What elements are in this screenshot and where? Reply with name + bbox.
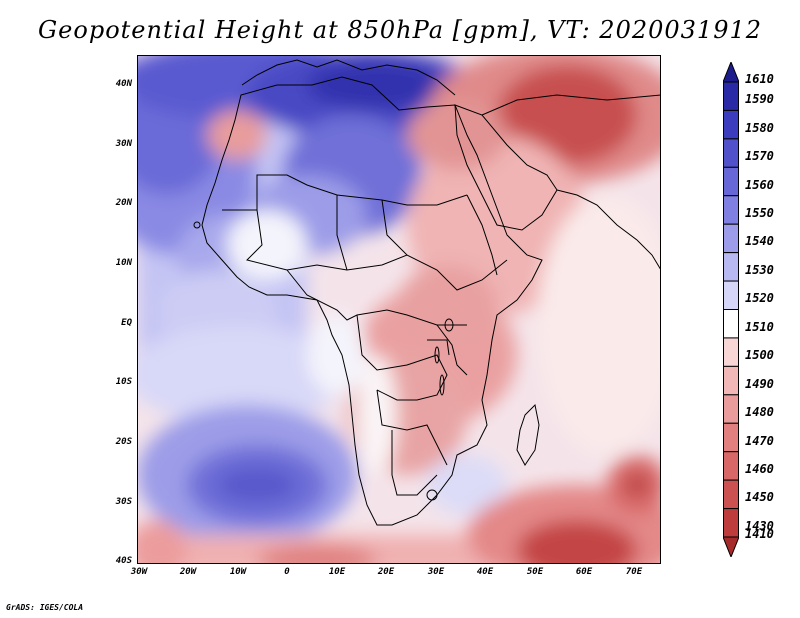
colorbar-swatch [723,479,739,510]
colorbar-label: 1560 [745,177,774,192]
height-field [137,55,661,564]
colorbar-label: 1590 [745,92,774,107]
lat-label: 10N [115,258,132,268]
geopotential-map [137,55,661,564]
colorbar-label: 1470 [745,433,774,448]
lon-label: 0 [284,567,290,577]
lon-label: 30E [427,567,445,577]
lat-label: 30N [115,139,132,149]
colorbar-swatch [723,365,739,396]
colorbar-swatch [723,422,739,453]
colorbar-swatch [723,223,739,254]
lat-label: 40S [115,556,132,566]
lon-label: 30W [130,567,148,577]
colorbar-swatch [723,138,739,168]
footer-credit: GrADS: IGES/COLA [6,603,84,612]
lat-label: 20S [115,437,132,447]
colorbar-swatch [723,195,739,225]
lon-label: 10E [328,567,346,577]
lat-label: 40N [115,79,132,89]
colorbar-label: 1540 [745,234,774,249]
colorbar-label: 1480 [745,405,774,419]
colorbar-swatch [723,337,739,367]
colorbar-label: 1580 [745,120,774,135]
lon-label: 10W [229,567,247,577]
lat-label: 20N [115,198,132,208]
lakes-islands [193,221,454,501]
colorbar-swatch [723,252,739,282]
colorbar-label: 1450 [745,490,774,505]
colorbar-label: 1570 [745,149,774,164]
colorbar [723,62,739,557]
lat-label: 30S [115,497,132,507]
colorbar-swatch [723,109,739,140]
lon-label: 20W [179,567,197,577]
map-title: Geopotential Height at 850hPa [gpm], VT:… [38,16,762,44]
colorbar-label: 1550 [745,206,774,220]
colorbar-label: 1490 [745,376,774,391]
lon-label: 40E [476,567,494,577]
colorbar-swatch [723,451,739,481]
lon-label: 20E [377,567,395,577]
colorbar-label: 1520 [745,291,774,306]
colorbar-swatch [723,309,739,339]
colorbar-swatch [723,394,739,424]
lon-label: 60E [575,567,593,577]
colorbar-label: 1530 [745,262,774,277]
colorbar-label: 1430 [745,518,774,533]
colorbar-swatch [723,508,739,538]
colorbar-label: 1410 [745,527,774,541]
lon-label: 50E [526,567,544,577]
colorbar-label: 1500 [745,348,774,363]
lat-label: EQ [121,318,132,328]
colorbar-bottom-arrow [723,536,739,557]
colorbar-swatch [723,81,739,111]
colorbar-swatch [723,280,739,310]
lon-label: 70E [625,567,643,577]
coastlines [201,59,661,526]
colorbar-top-arrow [723,62,739,83]
colorbar-label: 1610 [745,72,774,86]
colorbar-label: 1460 [745,461,774,476]
colorbar-swatch [723,166,739,197]
colorbar-label: 1510 [745,319,774,334]
lat-label: 10S [115,377,132,387]
